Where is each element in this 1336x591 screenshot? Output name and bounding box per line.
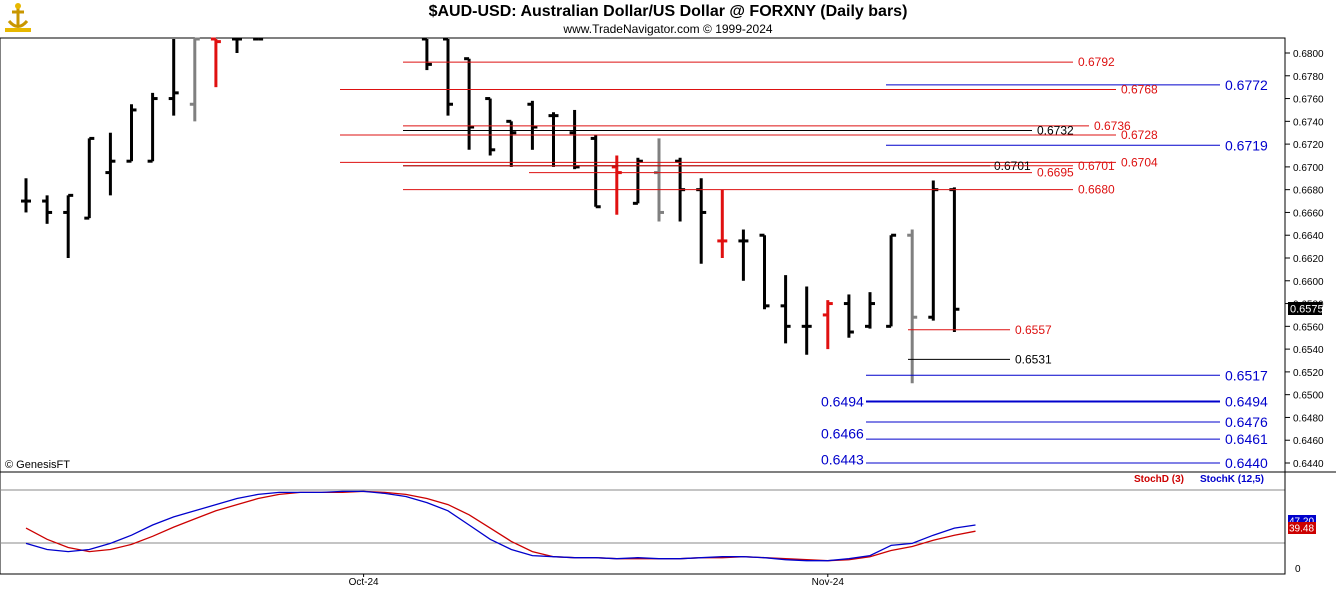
chart-subtitle: www.TradeNavigator.com © 1999-2024 (563, 22, 773, 36)
level-label: 0.6704 (1121, 155, 1158, 169)
level-label: 0.6557 (1015, 323, 1052, 337)
ohlc-bar (485, 97, 496, 156)
genesis-watermark: © GenesisFT (5, 459, 70, 471)
level-label: 0.6466 (821, 425, 864, 441)
ohlc-bar (168, 39, 179, 116)
y-tick-label: 0.6700 (1293, 163, 1324, 174)
y-tick-label: 0.6440 (1293, 459, 1324, 470)
ohlc-bar (590, 135, 601, 209)
y-tick-label: 0.6800 (1293, 49, 1324, 60)
ohlc-bar (759, 233, 770, 310)
ohlc-bar (843, 294, 854, 338)
ohlc-bar (654, 138, 664, 222)
y-tick-label: 0.6560 (1293, 322, 1324, 333)
chart-title: $AUD-USD: Australian Dollar/US Dollar @ … (428, 3, 908, 20)
stochastic-lines (25, 490, 976, 562)
level-label: 0.6701 (1078, 159, 1115, 173)
level-label: 0.6443 (821, 452, 864, 468)
y-tick-label: 0.6760 (1293, 95, 1324, 106)
y-tick-label: 0.6600 (1293, 277, 1324, 288)
ohlc-bar (105, 132, 116, 196)
ohlc-bar (949, 187, 960, 333)
y-tick-label: 0.6480 (1293, 413, 1324, 424)
ohlc-bar (632, 157, 643, 205)
level-label: 0.6461 (1225, 431, 1268, 447)
ohlc-bar (738, 229, 749, 281)
stoch-d-line (25, 490, 976, 562)
ohlc-bar (611, 155, 622, 215)
level-label: 0.6680 (1078, 183, 1115, 197)
ohlc-bar (63, 193, 74, 258)
ohlc-bar (780, 275, 791, 344)
y-tick-label: 0.6460 (1293, 436, 1324, 447)
ohlc-bar (886, 233, 897, 328)
ohlc-bar (696, 178, 707, 264)
ohlc-bar (548, 112, 559, 167)
chart-header: $AUD-USD: Australian Dollar/US Dollar @ … (0, 0, 1336, 38)
level-label: 0.6695 (1037, 166, 1074, 180)
legend-stoch-d: StochD (3) (1134, 474, 1184, 485)
ohlc-bar (506, 119, 517, 167)
x-tick-label: Nov-24 (812, 577, 845, 588)
level-label: 0.6494 (1225, 394, 1268, 410)
anchor-logo-icon (5, 3, 31, 32)
x-tick-label: Oct-24 (349, 577, 379, 588)
ohlc-bar (189, 37, 200, 122)
level-label: 0.6476 (1225, 414, 1268, 430)
ohlc-bar (865, 292, 875, 329)
ohlc-bar (232, 37, 242, 53)
level-label: 0.6494 (821, 394, 864, 410)
price-bars (21, 37, 960, 384)
ohlc-bar (822, 300, 833, 350)
ohlc-bar (421, 37, 432, 71)
y-tick-label: 0.6520 (1293, 368, 1324, 379)
level-label: 0.6719 (1225, 137, 1268, 153)
level-lines: 0.6792 0.6772 0.6768 0.6736 0.6732 0.6728 0.67… (340, 55, 1268, 471)
y-tick-label: 0.6640 (1293, 231, 1324, 242)
level-label: 0.6792 (1078, 55, 1115, 69)
ohlc-bar (443, 37, 453, 116)
level-label: 0.6772 (1225, 77, 1268, 93)
ohlc-bar (21, 178, 31, 213)
ohlc-bar (147, 92, 158, 163)
level-label: 0.6732 (1037, 123, 1074, 137)
y-tick-label: 0.6500 (1293, 391, 1324, 402)
stoch-axis-zero: 0 (1295, 564, 1301, 575)
last-price-tag: 0.6575 (1290, 304, 1324, 316)
ohlc-bar (569, 109, 580, 170)
level-label: 0.6736 (1094, 119, 1131, 133)
ohlc-bar (907, 229, 918, 384)
legend-stoch-k: StochK (12,5) (1200, 474, 1264, 485)
y-tick-label: 0.6660 (1293, 208, 1324, 219)
y-tick-label: 0.6620 (1293, 254, 1324, 265)
ohlc-bar (126, 104, 137, 163)
last-price-tag-bg (1288, 302, 1322, 315)
y-tick-label: 0.6540 (1293, 345, 1324, 356)
date-axis: Oct-24 Nov-24 (349, 574, 845, 588)
level-label: 0.6768 (1121, 82, 1158, 96)
ohlc-bar (928, 180, 939, 321)
level-label: 0.6531 (1015, 352, 1052, 366)
level-label: 0.6440 (1225, 455, 1268, 471)
ohlc-bar (464, 57, 475, 150)
ohlc-bar (84, 136, 95, 220)
ohlc-bar (801, 286, 812, 355)
ohlc-bar (527, 100, 538, 150)
stoch-k-line (25, 490, 976, 562)
ohlc-bar (210, 37, 221, 88)
stoch-d-tag-bg (1288, 522, 1316, 534)
y-tick-label: 0.6780 (1293, 72, 1324, 83)
ohlc-bar (42, 195, 53, 224)
y-tick-label: 0.6680 (1293, 186, 1324, 197)
y-tick-label: 0.6720 (1293, 140, 1324, 151)
y-tick-label: 0.6740 (1293, 117, 1324, 128)
price-axis: 0.6800 0.6780 0.6760 0.6740 0.6720 0.6700 0.66… (1285, 49, 1324, 470)
stoch-d-tag: 39.48 (1289, 524, 1314, 535)
level-label: 0.6517 (1225, 367, 1268, 383)
ohlc-bar (717, 189, 728, 258)
level-label: 0.6728 (1121, 128, 1158, 142)
